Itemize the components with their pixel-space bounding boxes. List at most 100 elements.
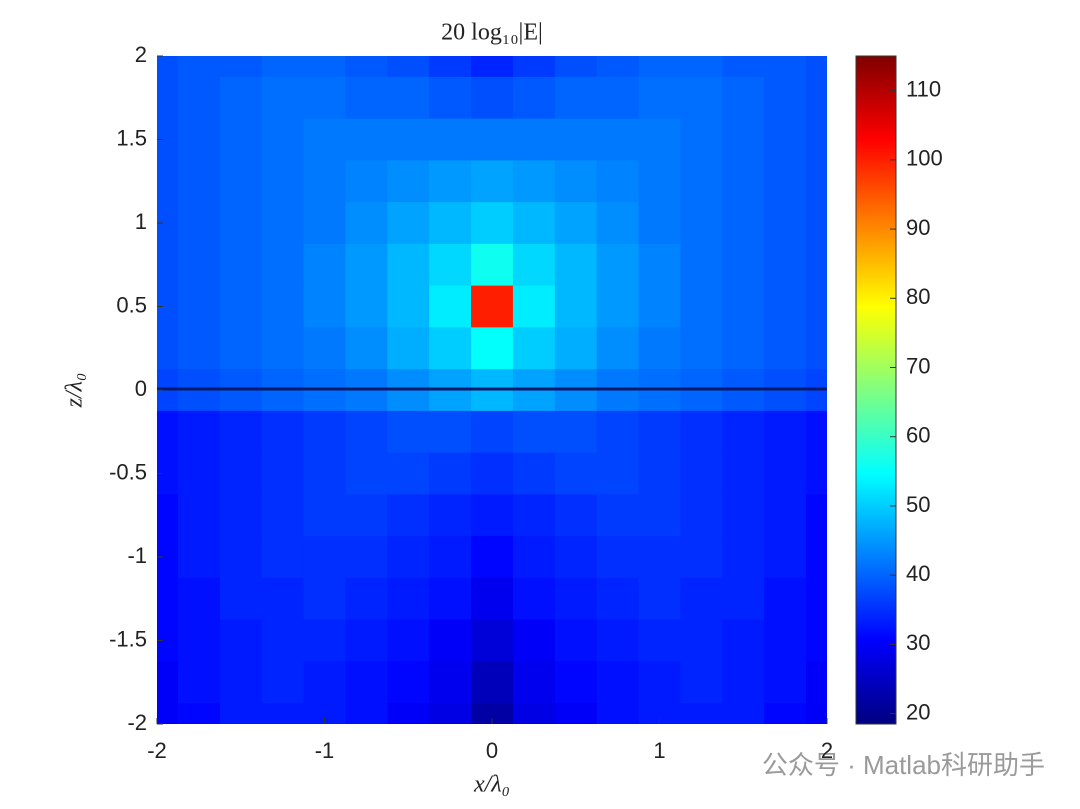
heatmap-cell <box>345 661 388 704</box>
heatmap-cell <box>638 202 681 245</box>
heatmap-cell <box>512 243 556 287</box>
heatmap-cell <box>554 703 598 724</box>
x-tick-label: 2 <box>821 738 833 763</box>
heatmap-cell <box>596 410 640 454</box>
heatmap-cell <box>157 494 179 537</box>
heatmap-cell <box>554 160 598 203</box>
heatmap-cell <box>219 661 263 704</box>
heatmap-cell <box>764 494 807 537</box>
heatmap-cell <box>596 118 640 161</box>
heatmap-cell <box>177 160 221 203</box>
heatmap-cell <box>157 410 179 454</box>
y-tick-label: 1 <box>135 209 147 234</box>
y-tick-label: 0 <box>135 376 147 401</box>
heatmap-cell <box>512 285 556 328</box>
heatmap-cell <box>429 56 472 78</box>
heatmap-cell <box>554 410 598 454</box>
heatmap-cell <box>303 118 346 161</box>
y-tick-label: 2 <box>135 42 147 67</box>
heatmap-cell <box>806 494 827 537</box>
heatmap-cell <box>303 243 346 287</box>
heatmap-cell <box>806 160 827 203</box>
heatmap-cell <box>219 76 263 120</box>
heatmap-cell <box>680 577 723 621</box>
heatmap-cell <box>345 494 388 537</box>
heatmap-cell <box>638 76 681 120</box>
heatmap-cell <box>764 703 807 724</box>
heatmap-cell <box>387 202 430 245</box>
heatmap-cell <box>806 202 827 245</box>
heatmap-cell <box>764 160 807 203</box>
heatmap-cell <box>471 160 514 203</box>
heatmap-cell <box>512 56 556 78</box>
heatmap-cell <box>554 577 598 621</box>
heatmap-cell <box>345 160 388 203</box>
heatmap-cell <box>429 577 472 621</box>
heatmap-cell <box>554 327 598 370</box>
heatmap-cell <box>471 577 514 621</box>
heatmap-cell <box>596 56 640 78</box>
heatmap-cell <box>177 452 221 495</box>
heatmap-cell <box>471 118 514 161</box>
heatmap-cell <box>596 452 640 495</box>
heatmap-cell <box>764 536 807 579</box>
heatmap-cell <box>303 202 346 245</box>
colorbar-tick-label: 100 <box>906 146 943 171</box>
colorbar-tick-label: 90 <box>906 215 930 240</box>
heatmap-cell <box>261 243 305 287</box>
heatmap-cell <box>806 56 827 78</box>
colorbar-tick-label: 70 <box>906 353 930 378</box>
watermark: 公众号 · Matlab科研助手 <box>762 750 1045 780</box>
heatmap-cell <box>303 410 346 454</box>
heatmap-cell <box>177 661 221 704</box>
heatmap-cell <box>261 577 305 621</box>
heatmap-cell <box>157 160 179 203</box>
colorbar <box>855 55 897 725</box>
heatmap-cell <box>303 160 346 203</box>
heatmap-cell <box>387 160 430 203</box>
heatmap-cell <box>157 202 179 245</box>
heatmap-cell <box>387 577 430 621</box>
heatmap-cell <box>157 243 179 287</box>
heatmap-cell <box>512 703 556 724</box>
heatmap-cell <box>261 619 305 662</box>
heatmap-cell <box>345 577 388 621</box>
heatmap-cell <box>764 410 807 454</box>
heatmap-cell <box>638 494 681 537</box>
heatmap-cell <box>764 327 807 370</box>
heatmap-cell <box>261 536 305 579</box>
heatmap-cell <box>261 285 305 328</box>
heatmap-cell <box>554 285 598 328</box>
heatmap-cell <box>471 243 514 287</box>
heatmap-cell <box>261 703 305 724</box>
heatmap-cell <box>261 160 305 203</box>
y-axis-label: z/λ₀ <box>62 373 88 409</box>
heatmap-cell <box>554 661 598 704</box>
colorbar-tick-label: 20 <box>906 699 930 724</box>
heatmap-cell <box>638 56 681 78</box>
heatmap-cell <box>219 619 263 662</box>
heatmap-cell <box>219 202 263 245</box>
heatmap-cell <box>680 285 723 328</box>
heatmap-cell <box>806 536 827 579</box>
heatmap-cell <box>219 327 263 370</box>
heatmap-cell <box>512 661 556 704</box>
x-tick-label: -1 <box>315 738 335 763</box>
heatmap-cell <box>680 494 723 537</box>
heatmap-cell <box>638 327 681 370</box>
heatmap-cell <box>177 202 221 245</box>
heatmap-cell <box>638 661 681 704</box>
heatmap-cell <box>512 410 556 454</box>
heatmap-cell <box>219 494 263 537</box>
heatmap-cell <box>638 410 681 454</box>
heatmap-cell <box>471 327 514 370</box>
heatmap-cell <box>157 536 179 579</box>
colorbar-tick-label: 80 <box>906 284 930 309</box>
heatmap-cell <box>471 56 514 78</box>
heatmap-cell <box>157 285 179 328</box>
heatmap-cell <box>512 619 556 662</box>
heatmap-cell <box>303 619 346 662</box>
heatmap-cell <box>177 243 221 287</box>
heatmap-cell <box>219 703 263 724</box>
heatmap-cell <box>722 619 765 662</box>
